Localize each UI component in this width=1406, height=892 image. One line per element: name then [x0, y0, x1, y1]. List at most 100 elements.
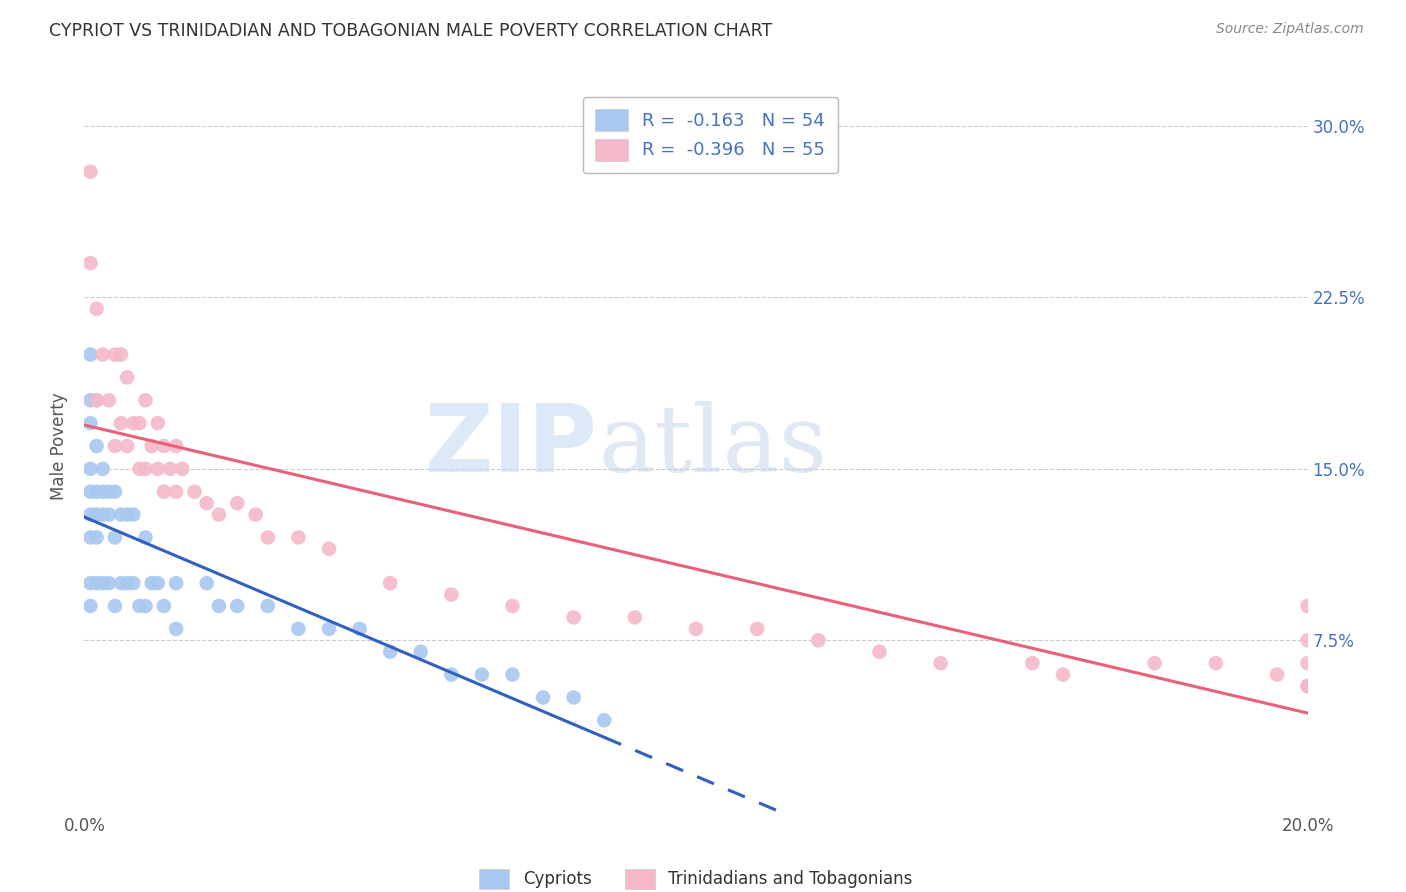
Point	[104, 599, 127, 613]
Point	[349, 622, 371, 636]
Point	[79, 508, 101, 522]
Point	[141, 439, 163, 453]
Point	[104, 439, 127, 453]
Point	[115, 576, 138, 591]
Point	[257, 599, 280, 613]
Point	[79, 347, 101, 362]
Point	[86, 508, 108, 522]
Point	[91, 347, 114, 362]
Point	[929, 656, 952, 670]
Point	[440, 667, 463, 681]
Point	[97, 484, 120, 499]
Point	[747, 622, 769, 636]
Point	[104, 530, 127, 544]
Point	[165, 484, 187, 499]
Point	[1296, 679, 1319, 693]
Point	[135, 462, 157, 476]
Point	[79, 256, 101, 270]
Point	[122, 508, 145, 522]
Point	[135, 530, 157, 544]
Point	[208, 599, 231, 613]
Point	[86, 484, 108, 499]
Point	[86, 301, 108, 316]
Point	[562, 690, 585, 705]
Point	[183, 484, 205, 499]
Point	[79, 164, 101, 178]
Point	[128, 462, 150, 476]
Text: atlas: atlas	[598, 401, 827, 491]
Point	[79, 462, 101, 476]
Point	[86, 439, 108, 453]
Point	[159, 462, 181, 476]
Point	[97, 393, 120, 408]
Point	[79, 416, 101, 430]
Point	[869, 645, 891, 659]
Point	[1265, 667, 1288, 681]
Point	[141, 576, 163, 591]
Text: CYPRIOT VS TRINIDADIAN AND TOBAGONIAN MALE POVERTY CORRELATION CHART: CYPRIOT VS TRINIDADIAN AND TOBAGONIAN MA…	[49, 22, 772, 40]
Point	[122, 576, 145, 591]
Point	[1296, 656, 1319, 670]
Point	[146, 416, 169, 430]
Point	[122, 416, 145, 430]
Point	[91, 576, 114, 591]
Point	[110, 416, 132, 430]
Point	[165, 622, 187, 636]
Point	[165, 576, 187, 591]
Point	[257, 530, 280, 544]
Point	[318, 622, 340, 636]
Point	[172, 462, 194, 476]
Point	[153, 439, 176, 453]
Point	[440, 588, 463, 602]
Point	[208, 508, 231, 522]
Point	[97, 508, 120, 522]
Point	[79, 599, 101, 613]
Point	[624, 610, 647, 624]
Point	[97, 576, 120, 591]
Point	[1205, 656, 1227, 670]
Point	[807, 633, 830, 648]
Point	[86, 576, 108, 591]
Point	[86, 530, 108, 544]
Point	[128, 416, 150, 430]
Point	[146, 462, 169, 476]
Point	[471, 667, 494, 681]
Point	[115, 508, 138, 522]
Point	[1296, 633, 1319, 648]
Point	[195, 496, 218, 510]
Point	[104, 484, 127, 499]
Point	[104, 347, 127, 362]
Point	[409, 645, 432, 659]
Point	[531, 690, 554, 705]
Point	[287, 530, 309, 544]
Point	[562, 610, 585, 624]
Legend: Cypriots, Trinidadians and Tobagonians: Cypriots, Trinidadians and Tobagonians	[471, 860, 921, 892]
Point	[226, 496, 249, 510]
Point	[91, 508, 114, 522]
Point	[153, 599, 176, 613]
Point	[287, 622, 309, 636]
Point	[1021, 656, 1043, 670]
Point	[593, 714, 616, 728]
Point	[91, 462, 114, 476]
Point	[110, 347, 132, 362]
Point	[502, 599, 524, 613]
Point	[1296, 599, 1319, 613]
Point	[86, 393, 108, 408]
Point	[153, 484, 176, 499]
Point	[318, 541, 340, 556]
Point	[1143, 656, 1166, 670]
Point	[380, 645, 402, 659]
Point	[79, 530, 101, 544]
Point	[115, 439, 138, 453]
Point	[146, 576, 169, 591]
Point	[1296, 679, 1319, 693]
Point	[135, 393, 157, 408]
Y-axis label: Male Poverty: Male Poverty	[51, 392, 69, 500]
Point	[91, 484, 114, 499]
Point	[502, 667, 524, 681]
Point	[685, 622, 707, 636]
Point	[115, 370, 138, 384]
Point	[79, 484, 101, 499]
Point	[195, 576, 218, 591]
